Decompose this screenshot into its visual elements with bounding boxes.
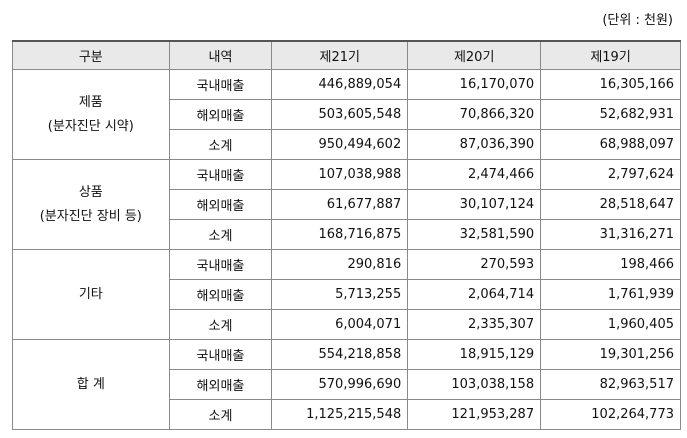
item-cell: 국내매출: [168, 249, 273, 280]
table-row: 상품 (분자진단 장비 등) 국내매출 107,038,988 2,474,466 2,7…: [12, 159, 681, 250]
table-row: 합 계 국내매출 554,218,858 18,915,129 19,301,256: [12, 339, 681, 430]
header-category: 구분: [12, 40, 170, 70]
value-20: 2,335,307: [407, 309, 542, 340]
value-19: 198,466: [540, 249, 681, 280]
value-21: 1,125,215,548: [271, 399, 409, 430]
category-cell: 합 계: [12, 339, 170, 430]
value-19: 1,960,405: [540, 309, 681, 340]
value-21: 290,816: [271, 249, 409, 280]
table-row: 소계 950,494,602 87,036,390 68,988,097: [13, 129, 681, 160]
value-20: 270,593: [407, 249, 542, 280]
value-21: 554,218,858: [271, 339, 409, 370]
category-sublabel: (분자진단 장비 등): [39, 208, 142, 224]
table-row: 해외매출 503,605,548 70,866,320 52,682,931: [13, 99, 681, 130]
table-row: 기타 국내매출 290,816 270,593 198,466: [12, 249, 681, 340]
value-20: 70,866,320: [407, 99, 542, 130]
value-20: 30,107,124: [407, 189, 542, 220]
table-row: 해외매출 570,996,690 103,038,158 82,963,517: [13, 369, 681, 400]
value-20: 121,953,287: [407, 399, 542, 430]
item-cell: 소계: [168, 309, 273, 340]
value-19: 1,761,939: [540, 279, 681, 310]
table-row: 소계 6,004,071 2,335,307 1,960,405: [13, 309, 681, 340]
value-21: 570,996,690: [271, 369, 409, 400]
value-21: 6,004,071: [271, 309, 409, 340]
value-21: 61,677,887: [271, 189, 409, 220]
value-21: 950,494,602: [271, 129, 409, 160]
item-cell: 소계: [168, 399, 273, 430]
value-21: 5,713,255: [271, 279, 409, 310]
category-cell: 기타: [12, 249, 170, 340]
header-period-20: 제20기: [407, 40, 542, 70]
header-item: 내역: [168, 40, 273, 70]
table-row: 제품 (분자진단 시약) 국내매출 446,889,054 16,170,070 16,3…: [12, 69, 681, 160]
item-cell: 국내매출: [168, 159, 273, 190]
value-19: 19,301,256: [540, 339, 681, 370]
sales-table: 구분 내역 제21기 제20기 제19기 제품 (분자진단 시약) 국내매출 446,…: [12, 40, 681, 430]
value-20: 16,170,070: [407, 69, 542, 100]
category-label: 제품: [78, 94, 103, 110]
value-20: 2,474,466: [407, 159, 542, 190]
value-19: 28,518,647: [540, 189, 681, 220]
value-21: 168,716,875: [271, 219, 409, 250]
value-19: 82,963,517: [540, 369, 681, 400]
value-20: 32,581,590: [407, 219, 542, 250]
value-19: 102,264,773: [540, 399, 681, 430]
item-cell: 소계: [168, 129, 273, 160]
value-19: 52,682,931: [540, 99, 681, 130]
table-row: 소계 1,125,215,548 121,953,287 102,264,773: [13, 399, 681, 430]
category-label: 합 계: [76, 376, 105, 392]
value-19: 2,797,624: [540, 159, 681, 190]
category-label: 상품: [78, 184, 103, 200]
value-19: 68,988,097: [540, 129, 681, 160]
item-cell: 국내매출: [168, 339, 273, 370]
item-cell: 해외매출: [168, 369, 273, 400]
item-cell: 해외매출: [168, 279, 273, 310]
header-period-21: 제21기: [271, 40, 409, 70]
item-cell: 해외매출: [168, 99, 273, 130]
category-label: 기타: [78, 286, 103, 302]
value-20: 87,036,390: [407, 129, 542, 160]
category-sublabel: (분자진단 시약): [47, 118, 134, 134]
value-20: 103,038,158: [407, 369, 542, 400]
value-21: 446,889,054: [271, 69, 409, 100]
table-row: 소계 168,716,875 32,581,590 31,316,271: [13, 219, 681, 250]
item-cell: 소계: [168, 219, 273, 250]
value-19: 31,316,271: [540, 219, 681, 250]
value-20: 2,064,714: [407, 279, 542, 310]
value-21: 503,605,548: [271, 99, 409, 130]
header-row: 구분 내역 제21기 제20기 제19기: [12, 40, 681, 70]
unit-note: (단위 : 천원): [602, 13, 673, 28]
category-cell: 상품 (분자진단 장비 등): [12, 159, 170, 250]
value-19: 16,305,166: [540, 69, 681, 100]
table-row: 해외매출 61,677,887 30,107,124 28,518,647: [13, 189, 681, 220]
header-period-19: 제19기: [540, 40, 681, 70]
value-21: 107,038,988: [271, 159, 409, 190]
category-cell: 제품 (분자진단 시약): [12, 69, 170, 160]
item-cell: 국내매출: [168, 69, 273, 100]
table-row: 해외매출 5,713,255 2,064,714 1,761,939: [13, 279, 681, 310]
value-20: 18,915,129: [407, 339, 542, 370]
item-cell: 해외매출: [168, 189, 273, 220]
